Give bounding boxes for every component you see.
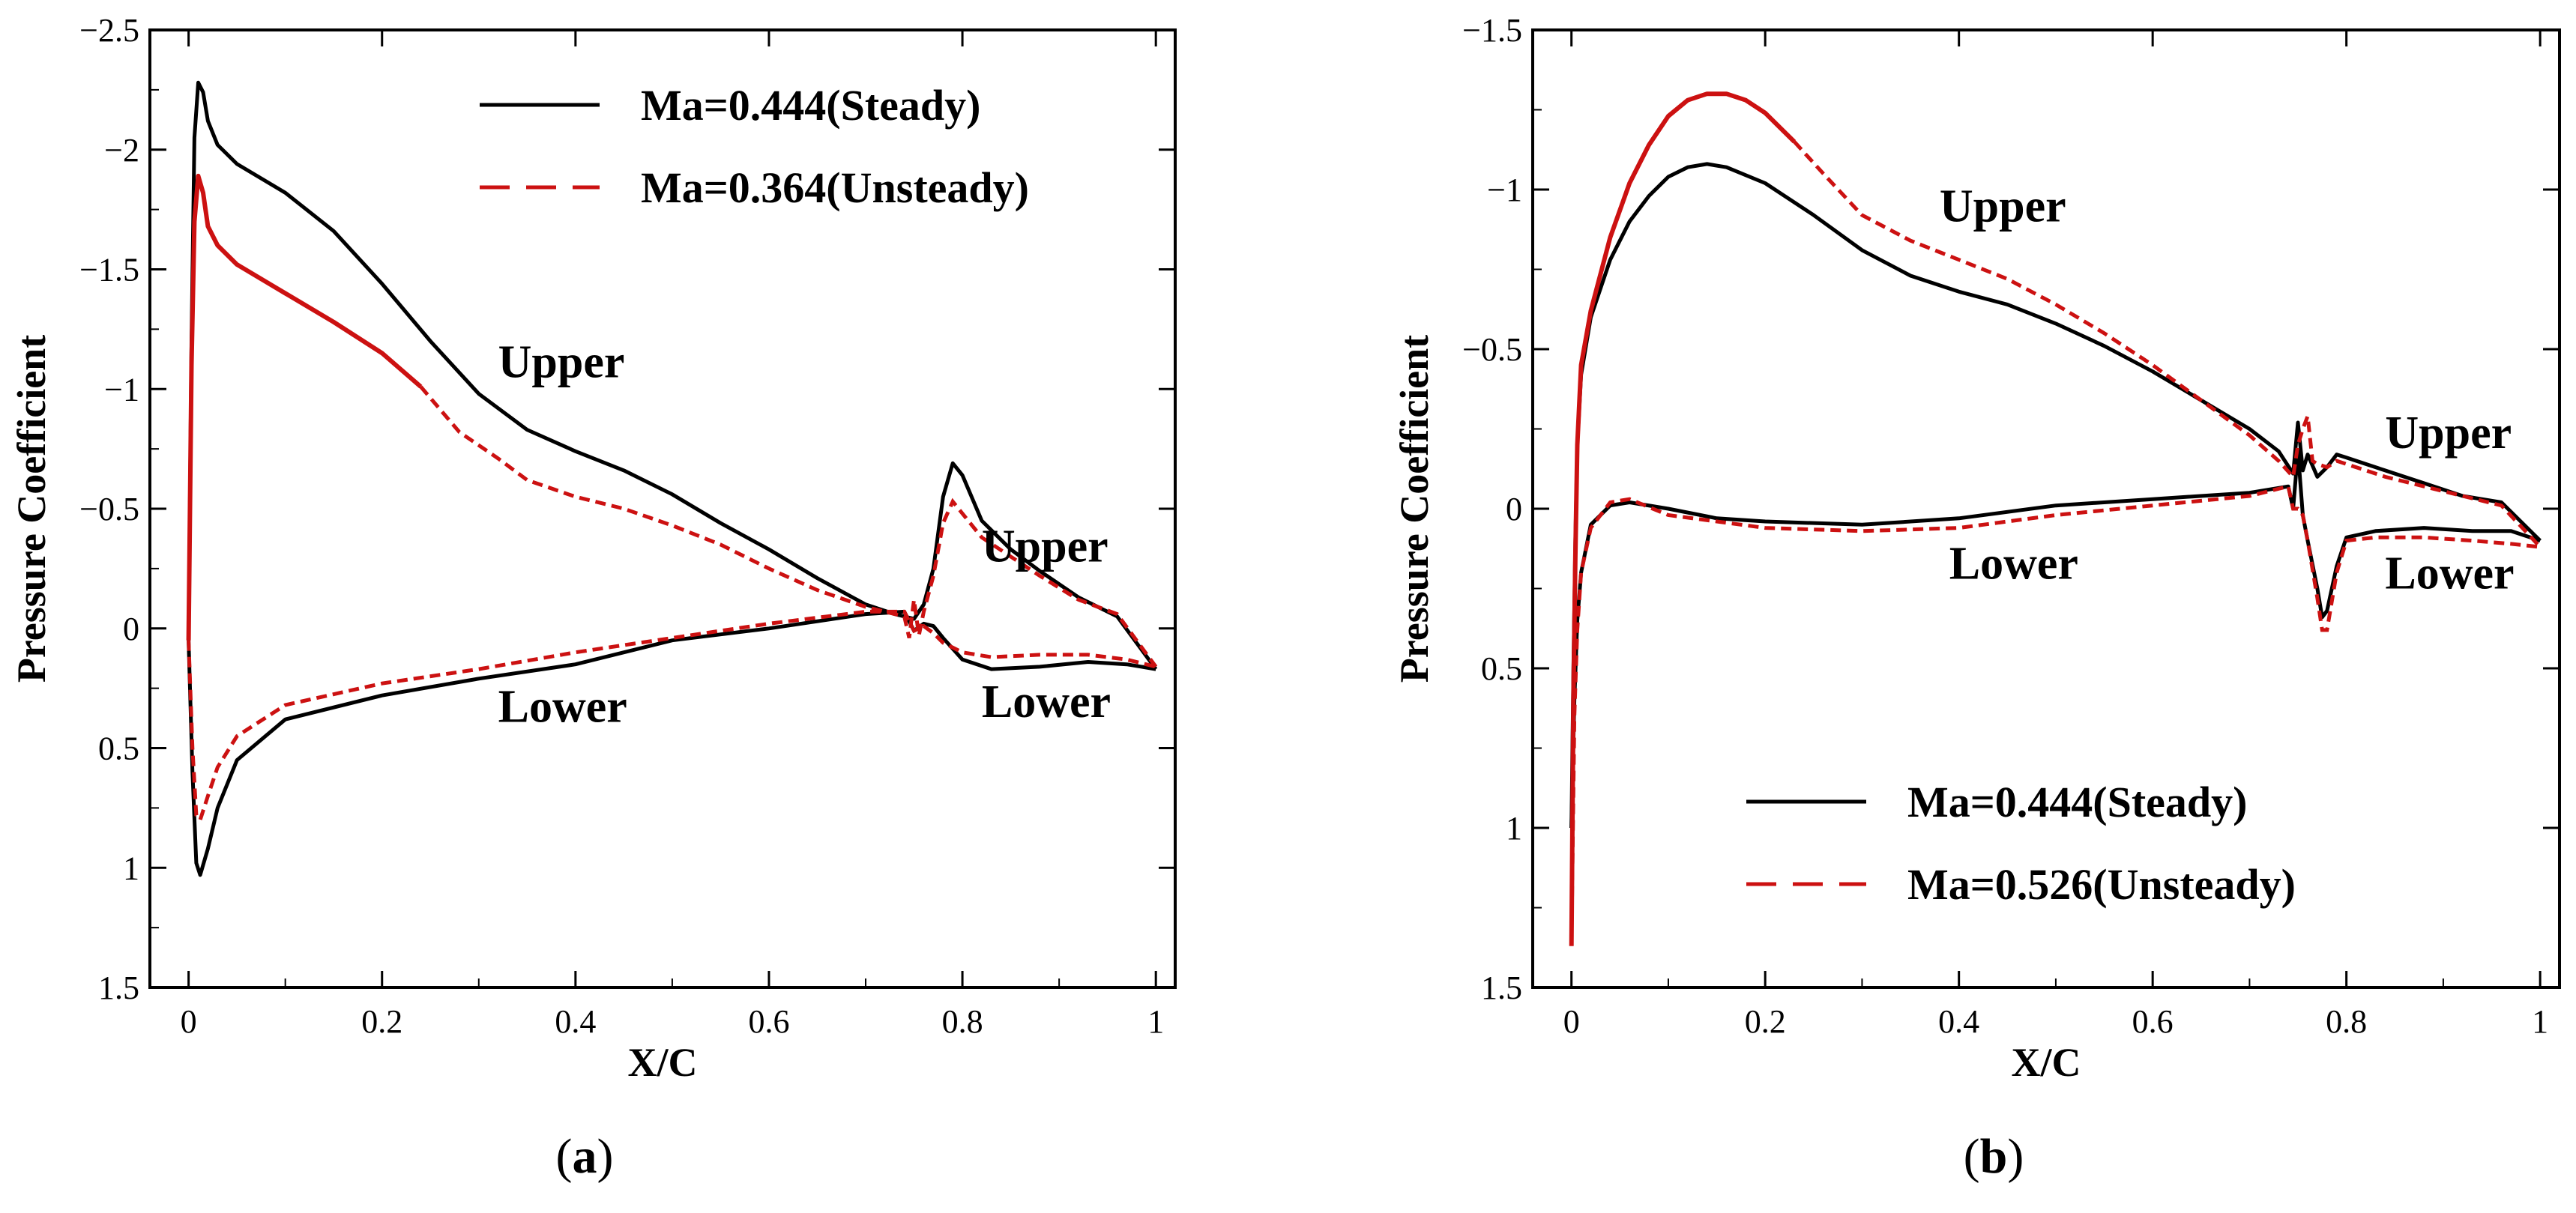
x-tick-label: 0.6: [748, 1003, 789, 1040]
panel-caption: (b): [1964, 1129, 2024, 1184]
caption-paren-close: ): [597, 1129, 614, 1184]
x-tick-label: 1: [2532, 1003, 2548, 1040]
y-tick-label: 1: [1506, 810, 1522, 847]
y-tick-label: −1.5: [1462, 12, 1522, 49]
series-line-lower: [187, 609, 1156, 824]
chart-b: 0 0.2 0.4 0.6 0.8 1 −1.5 −1 −0.5 0 0.5 1 1.5 X/C Press…: [1392, 12, 2561, 1184]
plot-frame: [1531, 28, 2561, 989]
y-tick-label: 1.5: [98, 970, 139, 1006]
y-tick-label: −2: [104, 132, 139, 169]
y-tick-label: −0.5: [1462, 331, 1522, 368]
x-tick-label: 0.6: [2132, 1003, 2174, 1040]
series-line-upper-solid: [1569, 91, 1797, 946]
annotation-lower: Lower: [1949, 539, 2078, 590]
series-unsteady: [1569, 91, 2542, 946]
x-tick-label: 1: [1147, 1003, 1164, 1040]
y-tick-label: 1.5: [1481, 970, 1522, 1006]
caption-paren-open: (: [1964, 1129, 1980, 1184]
y-tick-label: 0.5: [98, 730, 139, 767]
annotation-lower: Lower: [2385, 548, 2514, 599]
y-tick-label: −1: [104, 371, 139, 408]
legend: Ma=0.444(Steady) Ma=0.526(Unsteady): [1746, 778, 2296, 909]
x-tick-label: 0.4: [555, 1003, 596, 1040]
annotation-upper: Upper: [498, 336, 625, 387]
annotation-lower: Lower: [982, 677, 1111, 728]
panel-caption: (a): [556, 1129, 614, 1184]
caption-letter: a: [573, 1129, 597, 1184]
y-tick-label: 1: [123, 850, 139, 886]
series-line-upper-solid: [186, 173, 423, 641]
legend-label: Ma=0.526(Unsteady): [1907, 860, 2296, 909]
y-tick-label: −1.5: [79, 252, 139, 288]
x-tick-label: 0.2: [1745, 1003, 1786, 1040]
x-tick-label: 0.8: [2326, 1003, 2367, 1040]
series-unsteady: [186, 173, 1158, 824]
y-tick-label: 0: [1506, 491, 1522, 527]
legend: Ma=0.444(Steady) Ma=0.364(Unsteady): [480, 81, 1029, 212]
legend-label: Ma=0.444(Steady): [641, 81, 981, 130]
series-steady: [1569, 162, 2542, 829]
series-line-upper-dashed: [1793, 140, 2542, 548]
x-axis-title: X/C: [2012, 1040, 2081, 1085]
annotation-upper: Upper: [2385, 408, 2512, 459]
caption-paren-close: ): [2007, 1129, 2024, 1184]
chart-a: 0 0.2 0.4 0.6 0.8 1 −2.5 −2 −1.5 −1 −0.5 0 0.5 1 1.5 X/…: [9, 12, 1177, 1184]
series-line-lower: [187, 609, 1156, 877]
legend-label: Ma=0.444(Steady): [1907, 778, 2248, 826]
series-line-upper: [187, 80, 1158, 671]
y-axis-title: Pressure Coefficient: [9, 335, 54, 683]
y-tick-label: −0.5: [79, 491, 139, 527]
y-axis-title: Pressure Coefficient: [1392, 335, 1437, 683]
series-line-lower: [1569, 449, 2541, 829]
y-tick-label: 0: [123, 611, 139, 647]
y-tick-label: −1: [1487, 172, 1522, 208]
series-line-upper-dashed: [419, 385, 1158, 668]
x-tick-label: 0.8: [942, 1003, 983, 1040]
annotation-upper: Upper: [982, 521, 1108, 572]
series-line-upper: [1569, 162, 2542, 829]
x-tick-label: 0: [1563, 1003, 1580, 1040]
x-tick-label: 0.4: [1938, 1003, 1979, 1040]
y-tick-label: 0.5: [1481, 650, 1522, 687]
x-axis-title: X/C: [628, 1040, 698, 1085]
annotation-lower: Lower: [498, 681, 627, 732]
x-tick-label: 0.2: [361, 1003, 402, 1040]
y-tick-label: −2.5: [79, 12, 139, 49]
annotation-upper: Upper: [1940, 181, 2066, 232]
legend-label: Ma=0.364(Unsteady): [641, 163, 1029, 212]
series-line-lower: [1569, 484, 2541, 946]
caption-paren-open: (: [556, 1129, 573, 1184]
x-tick-label: 0: [181, 1003, 197, 1040]
caption-letter: b: [1980, 1129, 2008, 1184]
series-steady: [187, 80, 1158, 877]
